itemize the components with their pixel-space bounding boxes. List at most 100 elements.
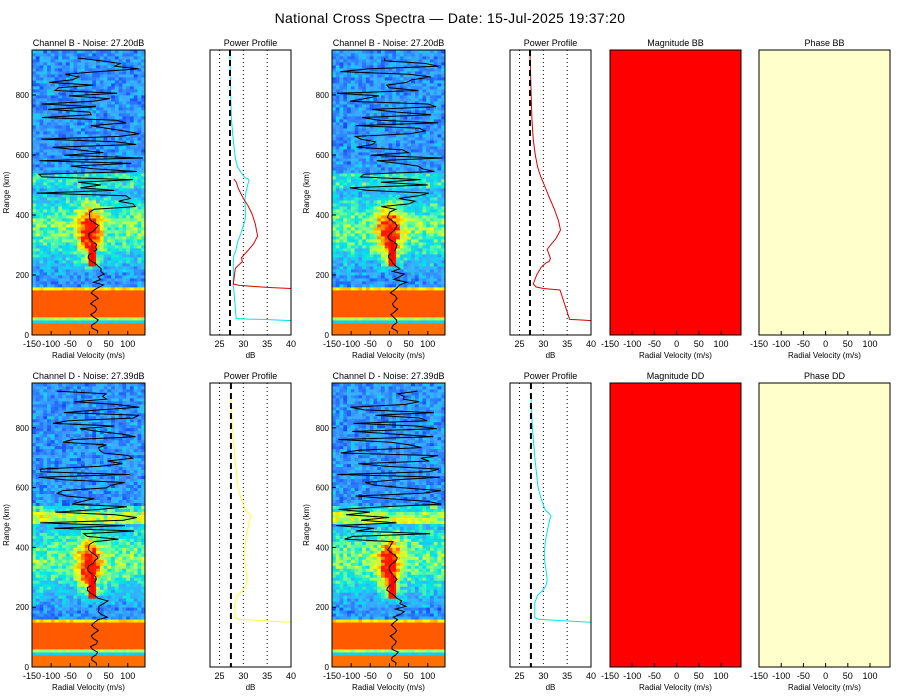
heatmap-cell [137, 62, 142, 66]
heatmap-cell [414, 314, 420, 318]
heatmap-cell [388, 302, 393, 306]
heatmap-cell [137, 329, 142, 333]
heatmap-cell [433, 206, 438, 210]
heatmap-cell [441, 167, 446, 171]
heatmap-cell [133, 230, 138, 234]
heatmap-cell [122, 119, 127, 123]
heatmap-cell [39, 170, 44, 174]
heatmap-cell [99, 62, 104, 66]
heatmap-cell [358, 233, 363, 237]
heatmap-cell [54, 149, 59, 153]
heatmap-cell [392, 266, 397, 270]
heatmap-cell [369, 206, 374, 210]
heatmap-cell [62, 245, 67, 249]
heatmap-cell [77, 248, 82, 252]
heatmap-cell [137, 263, 142, 267]
heatmap-cell [407, 200, 412, 204]
heatmap-cell [429, 140, 435, 144]
heatmap-cell [437, 239, 442, 243]
heatmap-cell [103, 218, 108, 222]
heatmap-cell [122, 77, 127, 81]
heatmap-cell [354, 158, 359, 162]
heatmap-cell [373, 314, 378, 318]
heatmap-cell [111, 191, 116, 195]
heatmap-cell [441, 152, 446, 156]
heatmap-cell [369, 224, 374, 228]
heatmap-cell [111, 236, 116, 240]
heatmap-cell [418, 272, 423, 276]
heatmap-cell [392, 215, 397, 219]
heatmap-cell [396, 278, 401, 282]
heatmap-cell [133, 173, 138, 177]
heatmap-cell [362, 314, 367, 318]
heatmap-cell [96, 83, 101, 87]
heatmap-cell [137, 80, 142, 84]
heatmap-cell [99, 65, 104, 69]
heatmap-cell [32, 74, 37, 78]
heatmap-cell [118, 272, 123, 276]
heatmap-cell [437, 218, 442, 222]
heatmap-cell [414, 257, 420, 261]
heatmap-cell [403, 296, 408, 300]
heatmap-cell [422, 290, 427, 294]
heatmap-cell [339, 257, 344, 261]
heatmap-cell [122, 128, 127, 132]
heatmap-cell [65, 251, 71, 255]
heatmap-cell [399, 314, 404, 318]
heatmap-cell [118, 212, 123, 216]
heatmap-cell [65, 320, 71, 324]
heatmap-cell [137, 92, 142, 96]
heatmap-cell [403, 260, 408, 264]
heatmap-cell [65, 311, 71, 315]
heatmap-cell [43, 224, 48, 228]
heatmap-cell [350, 227, 355, 231]
heatmap-cell [103, 125, 108, 129]
heatmap-cell [141, 116, 146, 120]
heatmap-cell [39, 140, 44, 144]
heatmap-cell [118, 203, 123, 207]
heatmap-cell [384, 302, 389, 306]
heatmap-cell [62, 281, 67, 285]
heatmap-cell [354, 329, 359, 333]
heatmap-cell [43, 53, 48, 57]
heatmap-cell [77, 86, 82, 90]
heatmap-cell [133, 116, 138, 120]
heatmap-cell [118, 104, 123, 108]
heatmap-cell [111, 152, 116, 156]
heatmap-cell [84, 80, 89, 84]
heatmap-cell [403, 329, 408, 333]
heatmap-cell [411, 242, 416, 246]
heatmap-cell [411, 239, 416, 243]
heatmap-cell [365, 257, 371, 261]
heatmap-cell [392, 137, 397, 141]
heatmap-cell [133, 293, 138, 297]
heatmap-cell [422, 236, 427, 240]
heatmap-cell [69, 161, 74, 165]
heatmap-cell [433, 239, 438, 243]
heatmap-cell [141, 284, 146, 288]
heatmap-cell [84, 170, 89, 174]
heatmap-cell [107, 209, 112, 213]
heatmap-cell [92, 317, 97, 321]
heatmap-cell [111, 116, 116, 120]
heatmap-cell [69, 152, 74, 156]
heatmap-cell [407, 260, 412, 264]
heatmap-cell [126, 230, 131, 234]
heatmap-cell [362, 239, 367, 243]
heatmap-cell [141, 227, 146, 231]
heatmap-cell [392, 188, 397, 192]
heatmap-cell [84, 227, 89, 231]
heatmap-cell [39, 149, 44, 153]
heatmap-cell [426, 281, 431, 285]
heatmap-cell [441, 146, 446, 150]
heatmap-cell [35, 80, 40, 84]
heatmap-cell [84, 287, 89, 291]
heatmap-cell [43, 323, 48, 327]
heatmap-cell [392, 284, 397, 288]
heatmap-cell [107, 218, 112, 222]
heatmap-cell [118, 224, 123, 228]
heatmap-cell [392, 314, 397, 318]
heatmap-cell [77, 278, 82, 282]
heatmap-cell [411, 206, 416, 210]
heatmap-cell [84, 332, 89, 336]
